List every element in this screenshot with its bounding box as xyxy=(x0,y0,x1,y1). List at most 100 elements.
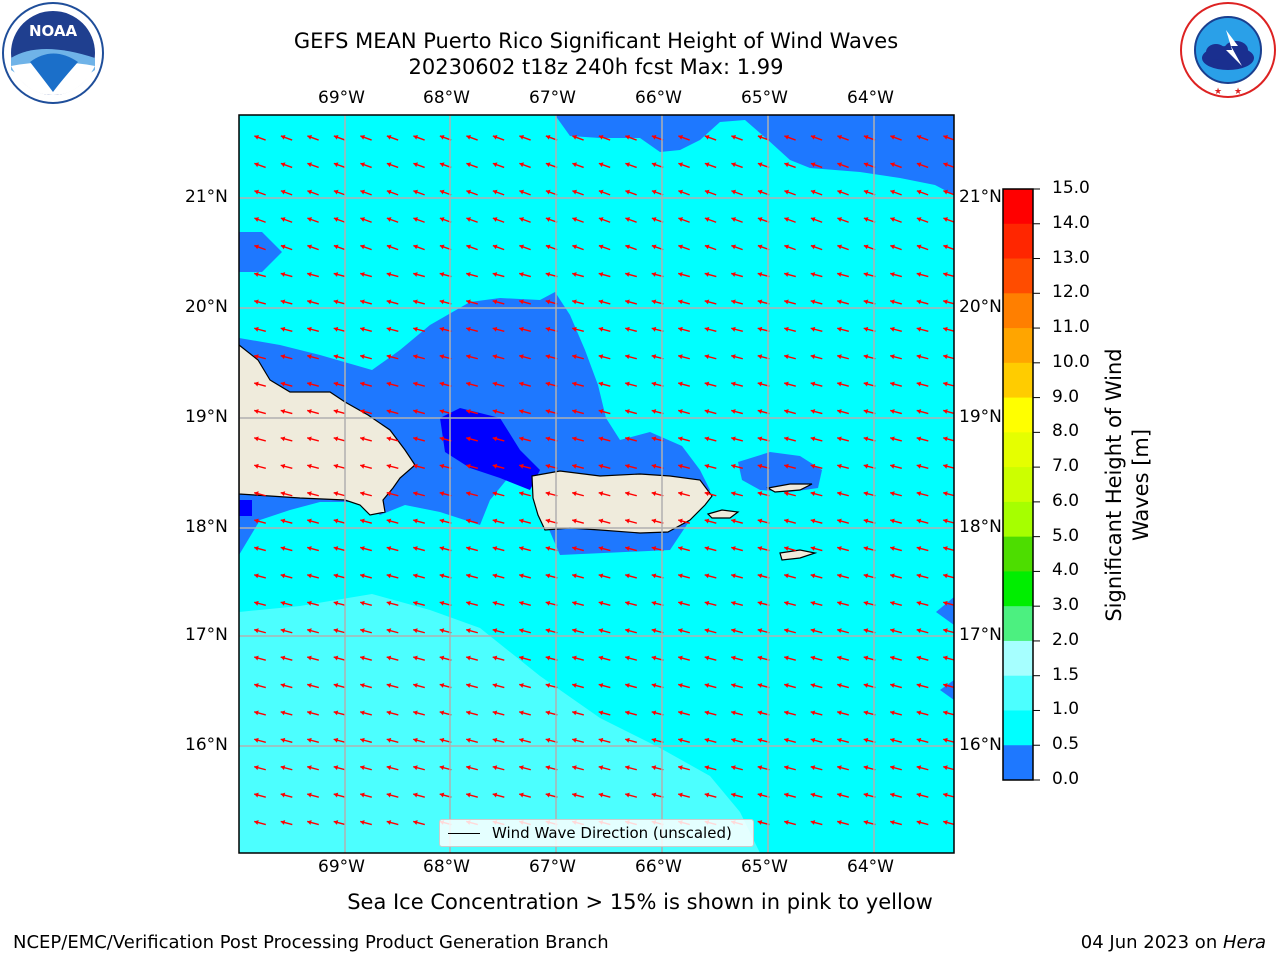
wave-arrow-head xyxy=(386,792,392,798)
wave-arrow xyxy=(598,655,611,661)
wave-arrow-head xyxy=(466,600,471,606)
wave-arrow xyxy=(784,628,796,634)
wave-arrow-head xyxy=(784,189,789,195)
wave-arrow-head xyxy=(439,710,445,716)
wave-arrow-head xyxy=(572,189,577,195)
colorbar-tick-label: 8.0 xyxy=(1052,421,1080,442)
wave-arrow xyxy=(731,792,743,798)
wave-arrow-head xyxy=(492,272,498,277)
wave-arrow-head xyxy=(439,217,445,222)
wave-arrow xyxy=(307,272,319,278)
wave-arrow xyxy=(360,820,372,826)
wave-arrow xyxy=(916,326,929,333)
wave-arrow xyxy=(307,189,319,196)
wave-arrow-head xyxy=(890,628,895,634)
wave-arrow-head xyxy=(492,491,498,497)
wave-arrow xyxy=(466,737,478,744)
wave-arrow xyxy=(386,189,399,196)
wave-arrow xyxy=(598,546,611,552)
wave-arrow-head xyxy=(651,162,657,168)
wave-arrow-head xyxy=(492,299,498,305)
wave-arrow xyxy=(784,354,796,360)
wave-arrow-head xyxy=(598,463,604,469)
wave-arrow xyxy=(598,162,611,169)
wave-arrow-head xyxy=(545,546,551,551)
wave-arrow xyxy=(598,217,611,223)
wave-arrow xyxy=(731,326,743,333)
wave-arrow xyxy=(943,546,954,552)
wave-arrow-head xyxy=(545,655,551,661)
wave-arrow xyxy=(890,546,902,552)
wave-arrow xyxy=(280,354,293,360)
wave-arrow-head xyxy=(466,765,471,771)
wave-arrow xyxy=(254,272,266,278)
wave-arrow xyxy=(625,737,637,744)
wave-arrow-head xyxy=(386,546,392,551)
wave-arrow xyxy=(704,518,717,524)
wave-arrow xyxy=(784,820,796,826)
wave-arrow-head xyxy=(651,189,657,195)
wave-arrow-head xyxy=(466,189,471,195)
wave-arrow xyxy=(413,628,425,634)
wave-arrow xyxy=(704,381,717,387)
wave-arrow-head xyxy=(333,463,339,469)
colorbar-bin xyxy=(1003,362,1033,399)
wave-arrow xyxy=(333,655,346,661)
wave-arrow-head xyxy=(890,491,895,497)
wave-arrow-head xyxy=(519,518,524,524)
wave-arrow xyxy=(492,737,505,744)
wave-arrow-head xyxy=(651,683,657,688)
wave-arrow-head xyxy=(333,189,339,195)
wave-arrow-head xyxy=(784,436,789,442)
colorbar-tick-label: 3.0 xyxy=(1052,595,1080,616)
wave-arrow-head xyxy=(704,573,710,579)
wave-arrow xyxy=(943,655,954,661)
wave-arrow xyxy=(678,600,690,607)
wave-arrow-head xyxy=(492,244,498,250)
wave-arrow-head xyxy=(837,655,842,661)
wave-arrow-head xyxy=(572,409,577,414)
colorbar-tick-label: 2.0 xyxy=(1052,629,1080,650)
wave-arrow-head xyxy=(492,546,498,551)
wave-arrow xyxy=(598,299,611,305)
wave-arrow xyxy=(360,436,372,442)
wave-arrow-head xyxy=(837,710,842,716)
wave-arrow-head xyxy=(386,573,392,579)
colorbar-bin xyxy=(1003,293,1033,329)
wave-arrow-head xyxy=(413,354,418,360)
wave-arrow-head xyxy=(678,573,683,579)
wave-arrow-head xyxy=(863,272,869,277)
colorbar-bin xyxy=(1003,675,1033,711)
wave-arrow xyxy=(625,244,637,251)
wave-arrow-head xyxy=(413,326,418,332)
wave-arrow xyxy=(837,546,849,552)
wave-arrow-head xyxy=(360,299,365,305)
wave-arrow xyxy=(810,820,823,826)
wave-arrow xyxy=(386,655,399,661)
wave-arrow-head xyxy=(280,628,286,634)
wave-arrow-head xyxy=(757,409,763,414)
wave-arrow-head xyxy=(916,463,922,469)
wave-arrow xyxy=(625,710,637,716)
wave-arrow-head xyxy=(333,710,339,716)
wave-arrow xyxy=(360,381,372,387)
wave-arrow xyxy=(810,162,823,169)
wave-arrow xyxy=(254,463,266,470)
wave-arrow-head xyxy=(943,244,948,250)
wave-arrow-head xyxy=(254,354,259,360)
wave-arrow-head xyxy=(307,573,312,579)
wave-arrow xyxy=(943,436,954,442)
wave-arrow xyxy=(810,217,823,223)
wave-arrow-head xyxy=(307,546,312,551)
wave-arrow xyxy=(943,792,954,798)
wave-arrow-head xyxy=(837,792,842,798)
wave-arrow-head xyxy=(598,655,604,661)
wave-arrow-head xyxy=(757,573,763,579)
wave-arrow xyxy=(519,244,531,251)
wave-arrow-head xyxy=(413,162,418,168)
wave-arrow xyxy=(890,354,902,360)
wave-arrow-head xyxy=(280,162,286,168)
wave-arrow-head xyxy=(943,189,948,195)
wave-arrow xyxy=(625,546,637,552)
wave-arrow-head xyxy=(731,600,736,606)
